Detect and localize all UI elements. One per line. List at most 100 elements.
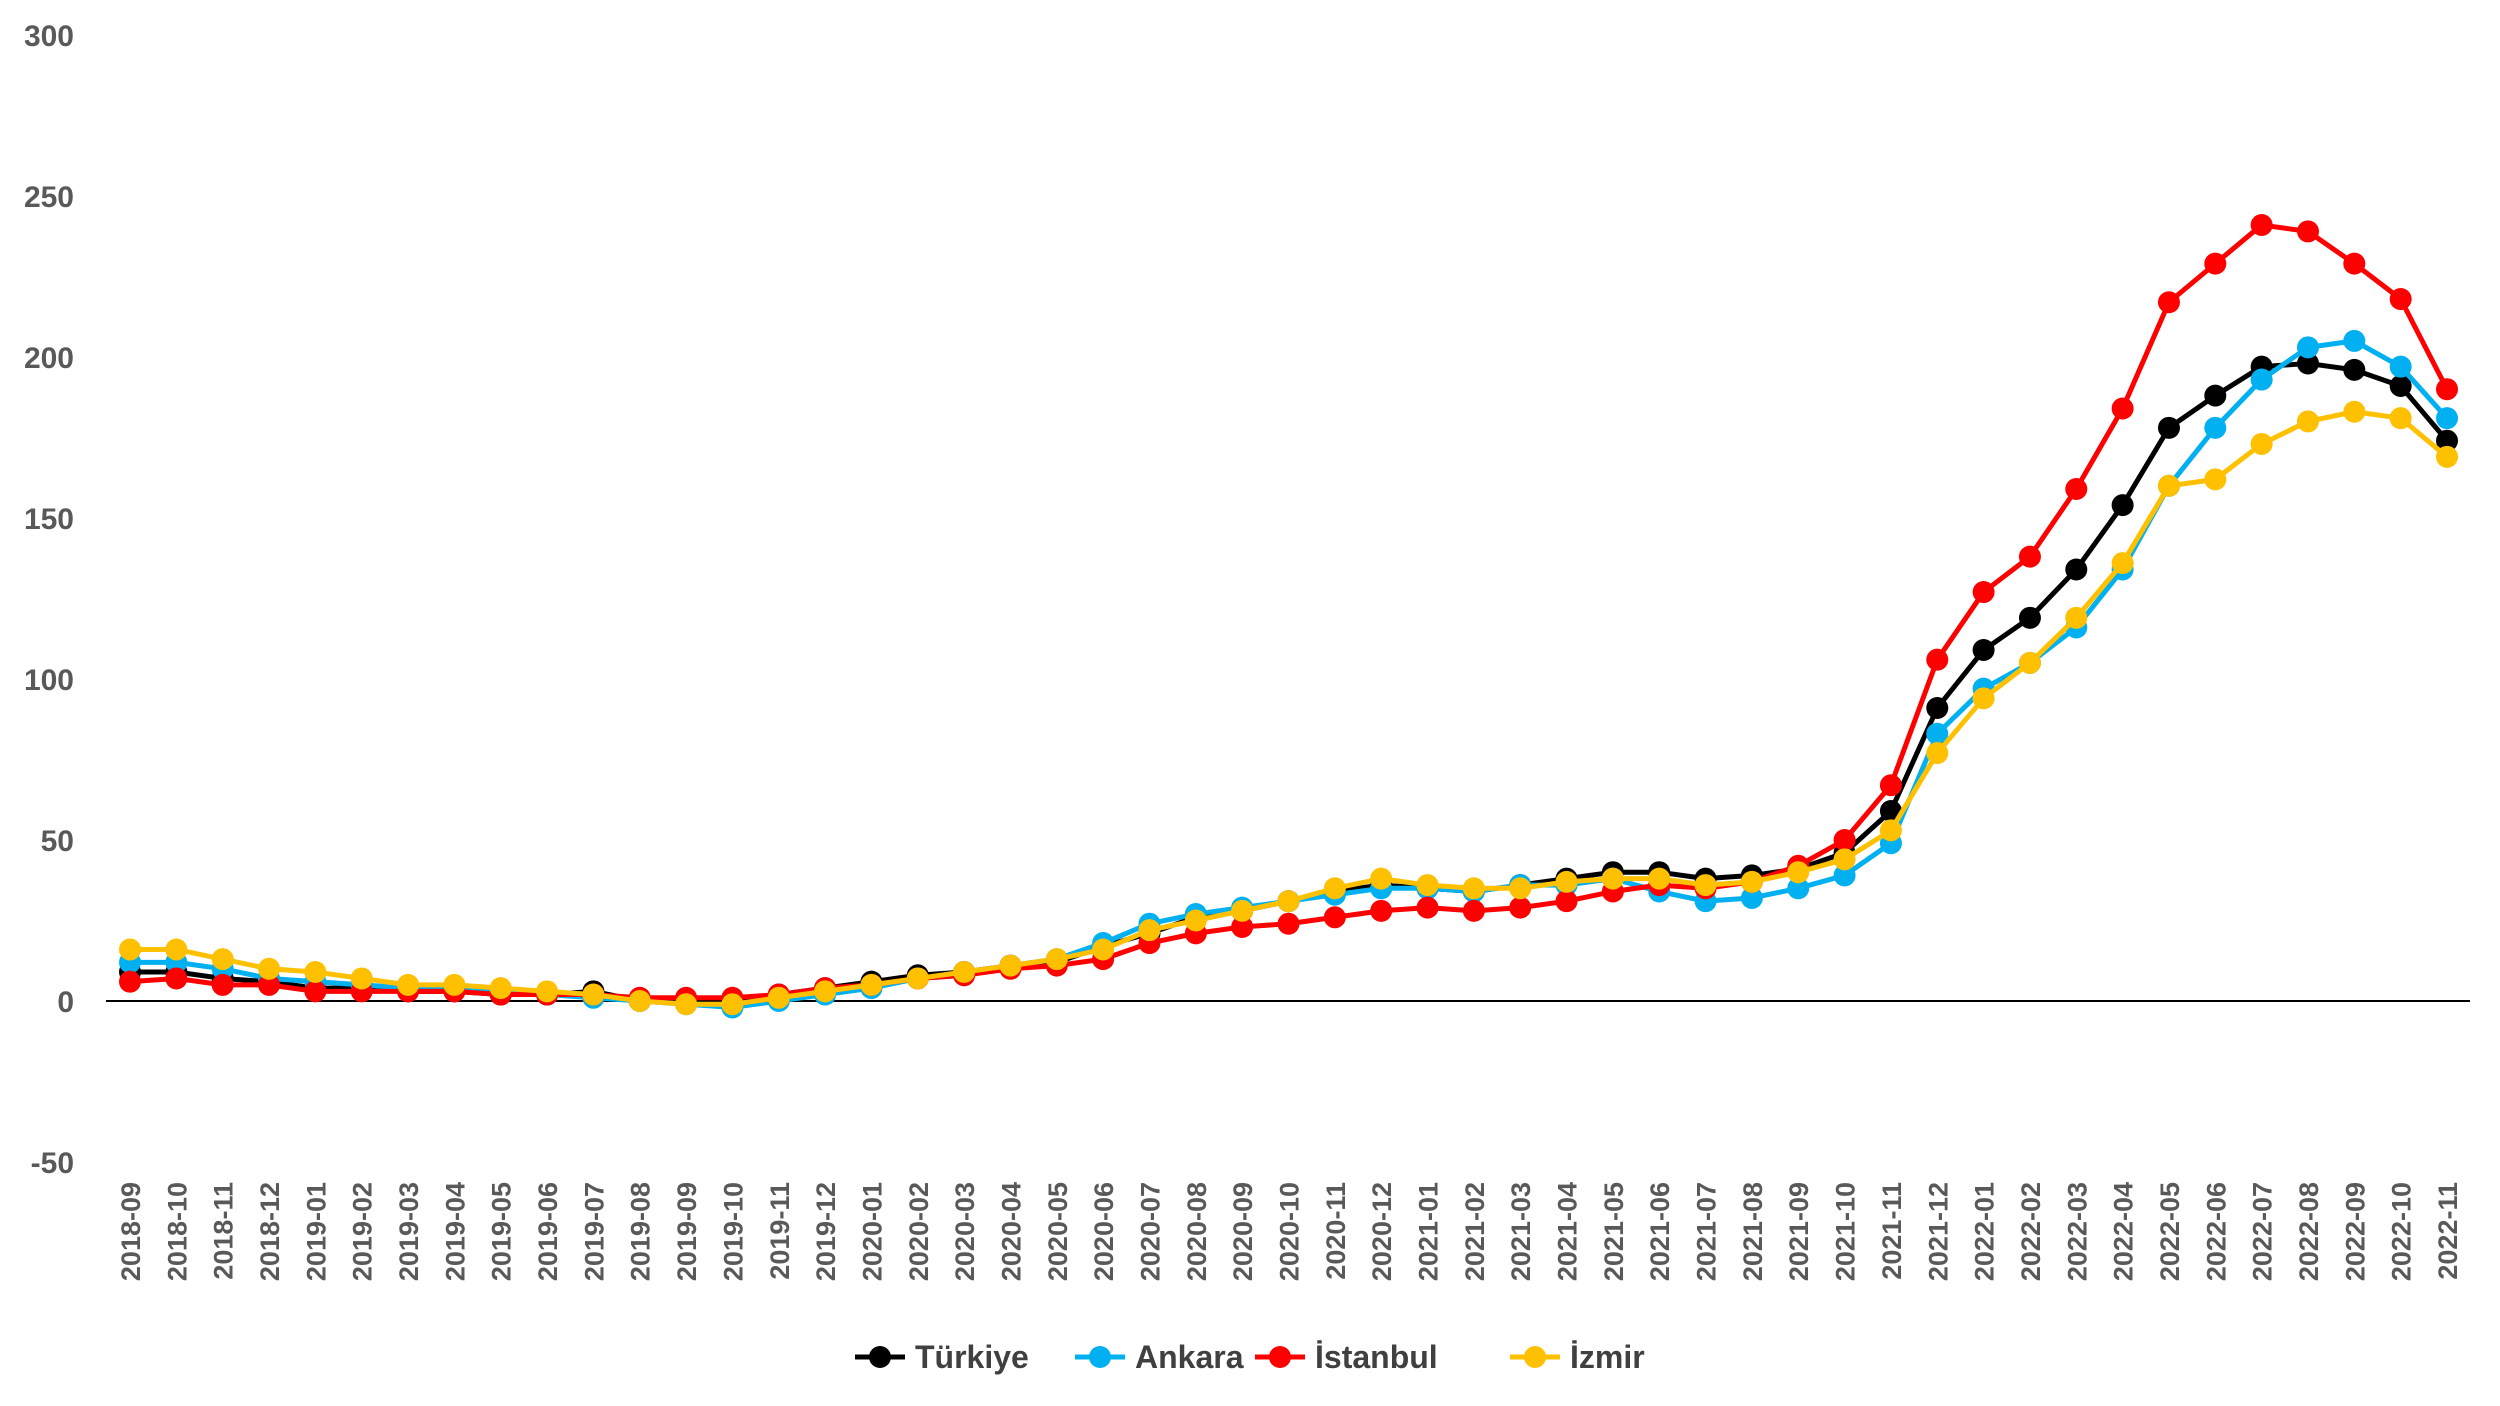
x-tick-label: 2021-01 <box>1414 1182 1444 1281</box>
data-point <box>119 938 141 961</box>
series-layer <box>119 213 2458 1019</box>
data-point <box>304 980 327 1003</box>
x-tick-label: 2018-09 <box>116 1182 146 1281</box>
y-tick-label: 200 <box>24 342 74 375</box>
data-point <box>1092 938 1115 961</box>
x-tick-label: 2019-08 <box>626 1182 656 1281</box>
y-tick-label: 100 <box>24 664 74 697</box>
data-point <box>2436 429 2458 452</box>
data-point <box>2204 384 2227 407</box>
x-tick-label: 2021-02 <box>1460 1182 1490 1281</box>
x-tick-label: 2022-09 <box>2340 1182 2370 1281</box>
data-point <box>2157 291 2180 314</box>
data-point <box>2296 352 2319 375</box>
x-tick-label: 2022-07 <box>2248 1182 2278 1281</box>
data-point <box>767 986 790 1009</box>
data-point <box>1323 906 1346 929</box>
x-tick-label: 2021-11 <box>1877 1182 1907 1280</box>
data-point <box>2436 407 2458 430</box>
y-tick-label: -50 <box>31 1147 74 1180</box>
data-point <box>675 993 698 1016</box>
legend-label: Türkiye <box>915 1339 1029 1375</box>
data-point <box>2343 252 2366 275</box>
data-point <box>2018 545 2041 568</box>
data-point <box>1833 864 1856 887</box>
x-tick-label: 2022-02 <box>2016 1182 2046 1281</box>
data-point <box>2389 407 2412 430</box>
data-point <box>165 967 188 990</box>
data-point <box>1370 867 1393 890</box>
x-tick-label: 2020-07 <box>1135 1182 1165 1281</box>
x-tick-label: 2019-03 <box>394 1182 424 1281</box>
x-tick-label: 2020-05 <box>1043 1182 1073 1281</box>
legend: Türkiye Ankara İstanbul İzmir <box>855 1339 1645 1375</box>
data-point <box>1879 774 1902 797</box>
data-point <box>1926 696 1949 719</box>
data-point <box>2111 494 2134 517</box>
data-point <box>2250 213 2273 236</box>
data-point <box>211 973 234 996</box>
data-point <box>2204 416 2227 439</box>
legend-marker <box>1089 1346 1111 1368</box>
data-point <box>1184 909 1207 932</box>
series-2 <box>119 213 2458 1009</box>
data-point <box>1740 870 1763 893</box>
data-point <box>860 973 883 996</box>
data-point <box>1045 948 1068 971</box>
x-tick-label: 2019-05 <box>487 1182 517 1281</box>
data-point <box>2250 432 2273 455</box>
data-point <box>2204 468 2227 491</box>
x-tick-label: 2019-11 <box>765 1182 795 1280</box>
data-point <box>1416 896 1439 919</box>
data-point <box>1833 829 1856 851</box>
y-axis: -50 0 50 100 150 200 250 300 <box>24 20 74 1180</box>
x-tick-label: 2021-03 <box>1506 1182 1536 1281</box>
series-3 <box>119 400 2458 1016</box>
x-tick-label: 2020-01 <box>857 1182 887 1281</box>
data-point <box>2250 368 2273 391</box>
x-tick-label: 2022-01 <box>1970 1182 2000 1281</box>
data-point <box>211 948 234 971</box>
y-tick-label: 250 <box>24 181 74 214</box>
x-axis: 2018-09 2018-10 2018-11 2018-12 2019-01 2019-… <box>116 1182 2463 1281</box>
data-point <box>2065 606 2088 629</box>
y-tick-label: 0 <box>57 986 74 1019</box>
data-point <box>2157 416 2180 439</box>
x-tick-label: 2020-02 <box>904 1182 934 1281</box>
data-point <box>1462 899 1485 922</box>
data-point <box>1926 742 1949 765</box>
data-point <box>1926 648 1949 671</box>
data-point <box>2343 358 2366 381</box>
x-tick-label: 2021-10 <box>1831 1182 1861 1281</box>
x-tick-label: 2022-11 <box>2433 1182 2463 1280</box>
x-tick-label: 2018-11 <box>209 1182 239 1280</box>
data-point <box>2204 252 2227 275</box>
x-tick-label: 2019-12 <box>811 1182 841 1281</box>
x-tick-label: 2019-04 <box>440 1182 470 1281</box>
data-point <box>721 993 744 1016</box>
data-point <box>304 961 327 984</box>
x-tick-label: 2021-08 <box>1738 1182 1768 1281</box>
x-tick-label: 2022-10 <box>2387 1182 2417 1281</box>
data-point <box>2065 478 2088 501</box>
x-tick-label: 2018-12 <box>255 1182 285 1281</box>
data-point <box>1740 886 1763 909</box>
x-tick-label: 2019-09 <box>672 1182 702 1281</box>
x-tick-label: 2019-10 <box>718 1182 748 1281</box>
x-tick-label: 2022-03 <box>2062 1182 2092 1281</box>
x-tick-label: 2020-03 <box>950 1182 980 1281</box>
legend-item: Ankara <box>1075 1339 1244 1375</box>
data-point <box>582 983 605 1006</box>
data-point <box>1277 912 1300 935</box>
data-point <box>1694 874 1717 897</box>
x-tick-label: 2019-07 <box>579 1182 609 1281</box>
data-point <box>397 973 420 996</box>
data-point <box>1879 819 1902 842</box>
data-point <box>2111 552 2134 575</box>
x-tick-label: 2020-10 <box>1275 1182 1305 1281</box>
data-point <box>2296 336 2319 359</box>
x-tick-label: 2021-09 <box>1784 1182 1814 1281</box>
data-point <box>2018 606 2041 629</box>
data-point <box>1601 867 1624 890</box>
